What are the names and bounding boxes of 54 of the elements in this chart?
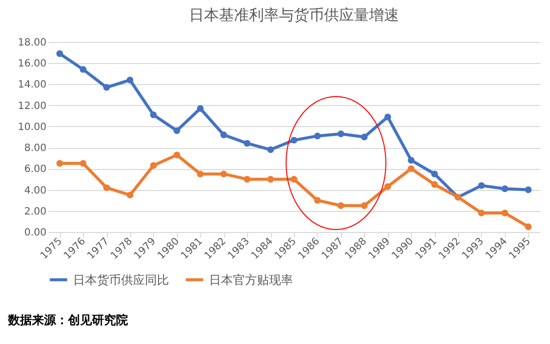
y-tick-label: 10.00 xyxy=(18,122,46,133)
point xyxy=(431,181,438,188)
point xyxy=(126,76,134,84)
point xyxy=(80,66,86,73)
legend-label: 日本货币供应同比 xyxy=(73,272,169,287)
point xyxy=(150,111,157,118)
point xyxy=(267,176,274,183)
chart-title: 日本基准利率与货币供应量增速 xyxy=(189,6,399,24)
point xyxy=(384,114,392,120)
point xyxy=(338,130,344,138)
y-tick-label: 6.00 xyxy=(24,164,46,176)
point xyxy=(174,127,180,134)
y-tick-label: 14.00 xyxy=(18,80,46,91)
point xyxy=(502,210,508,216)
point xyxy=(384,183,392,190)
point xyxy=(408,156,414,164)
point xyxy=(56,160,64,167)
point xyxy=(408,165,414,172)
point xyxy=(314,132,321,140)
y-tick-label: 4.00 xyxy=(24,185,46,196)
point xyxy=(244,176,250,183)
point xyxy=(56,50,64,57)
point xyxy=(290,136,298,144)
point xyxy=(220,170,228,178)
point xyxy=(360,202,368,209)
point xyxy=(150,162,157,169)
y-tick-label: 16.00 xyxy=(18,58,46,70)
point xyxy=(360,134,368,140)
point xyxy=(431,170,438,178)
legend-label: 日本官方贴现率 xyxy=(209,272,293,287)
point xyxy=(103,184,110,192)
point xyxy=(196,105,204,112)
point xyxy=(267,146,274,154)
point xyxy=(338,202,344,209)
point xyxy=(524,186,532,194)
point xyxy=(103,84,110,91)
point xyxy=(502,185,508,192)
point xyxy=(524,223,532,230)
point xyxy=(478,210,485,216)
point xyxy=(478,182,485,189)
y-tick-label: 12.00 xyxy=(18,100,46,112)
y-tick-label: 0.00 xyxy=(24,228,46,238)
y-tick-label: 8.00 xyxy=(24,143,46,154)
point xyxy=(80,160,86,167)
point xyxy=(314,196,321,204)
y-tick-label: 18.00 xyxy=(18,38,46,48)
y-tick-label: 2.00 xyxy=(24,206,46,218)
point xyxy=(220,132,228,138)
point xyxy=(196,170,204,178)
source-note: 数据来源：创见研究院 xyxy=(7,313,128,327)
point xyxy=(174,152,180,158)
point xyxy=(126,192,134,198)
point xyxy=(290,176,298,183)
point xyxy=(244,140,250,147)
